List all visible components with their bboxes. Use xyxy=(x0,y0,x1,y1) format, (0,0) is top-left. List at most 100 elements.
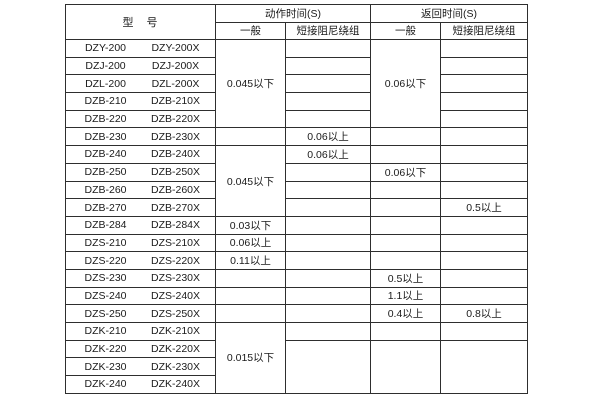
table-row: DZS-240 DZS-240X 1.1以上 xyxy=(65,286,528,306)
column-header-action-general: 一般 xyxy=(215,21,286,40)
return-time-general-cell xyxy=(370,339,441,394)
action-time-damped-cell xyxy=(285,233,371,253)
action-time-general-cell: 0.015以下 xyxy=(215,322,286,394)
model-number: DZK-240X xyxy=(150,378,201,391)
return-time-damped-cell xyxy=(440,251,528,270)
model-number: DZS-220 xyxy=(84,254,127,267)
model-number: DZS-230 xyxy=(84,272,127,285)
return-time-damped-cell xyxy=(440,145,528,164)
model-cell: DZK-210 DZK-210X xyxy=(65,322,216,341)
table-row: DZJ-200 DZJ-200X xyxy=(65,56,528,76)
action-time-damped-cell xyxy=(285,74,371,94)
table-row: DZK-210 DZK-210X 0.015以下 xyxy=(65,322,528,394)
model-number: DZB-250 xyxy=(84,166,127,179)
return-time-damped-cell xyxy=(440,322,528,341)
model-cell: DZK-230 DZK-230X xyxy=(65,357,216,377)
action-time-damped-cell xyxy=(285,56,371,76)
model-number: DZK-240 xyxy=(84,378,127,391)
model-number: DZY-200 xyxy=(84,42,127,55)
model-number: DZK-220 xyxy=(84,343,127,356)
action-time-damped-cell xyxy=(285,322,371,341)
return-time-general-cell xyxy=(370,198,441,217)
return-time-general-cell: 0.4以上 xyxy=(370,304,441,323)
table-row: DZY-200 DZY-200X 0.045以下 0.06以下 xyxy=(65,38,528,129)
return-time-general-cell xyxy=(370,233,441,253)
return-time-damped-cell xyxy=(440,109,528,129)
action-time-damped-cell xyxy=(285,339,371,394)
model-number: DZB-220 xyxy=(84,113,127,126)
model-number: DZK-210 xyxy=(84,325,127,338)
model-cell: DZY-200 DZY-200X xyxy=(65,39,216,58)
return-time-general-cell xyxy=(370,251,441,270)
return-time-damped-cell xyxy=(440,215,528,235)
table-row: DZL-200 DZL-200X xyxy=(65,74,528,94)
action-time-general-cell xyxy=(215,127,286,147)
model-number: DZS-250X xyxy=(150,307,201,320)
model-number: DZB-230 xyxy=(84,130,127,143)
model-cell: DZS-240 DZS-240X xyxy=(65,286,216,306)
action-time-general-cell: 0.045以下 xyxy=(215,145,286,217)
action-time-damped-cell xyxy=(285,304,371,323)
return-time-damped-cell xyxy=(440,286,528,306)
model-number: DZS-220X xyxy=(150,254,201,267)
model-number: DZB-260X xyxy=(150,183,201,196)
action-time-damped-cell xyxy=(285,286,371,306)
table-row: DZB-284 DZB-284X 0.03以下 xyxy=(65,215,528,235)
table-body: DZY-200 DZY-200X 0.045以下 0.06以下 DZJ-200 DZJ-2… xyxy=(65,38,528,394)
model-cell: DZB-240 DZB-240X xyxy=(65,145,216,164)
column-header-return-general: 一般 xyxy=(370,21,441,40)
model-number: DZS-240X xyxy=(150,289,201,302)
model-number: DZK-230 xyxy=(84,360,127,373)
return-time-damped-cell xyxy=(440,74,528,94)
table-row: DZB-230 DZB-230X 0.06以上 xyxy=(65,127,528,147)
column-header-action-time: 动作时间(S) xyxy=(215,4,371,23)
model-number: DZJ-200 xyxy=(85,60,126,73)
model-cell: DZS-220 DZS-220X xyxy=(65,251,216,270)
action-time-general-cell xyxy=(215,268,286,288)
action-time-damped-cell xyxy=(285,198,371,217)
return-time-general-cell xyxy=(370,180,441,200)
return-time-general-cell: 0.5以上 xyxy=(370,268,441,288)
action-time-damped-cell xyxy=(285,268,371,288)
action-time-damped-cell xyxy=(285,162,371,182)
action-time-damped-cell: 0.06以上 xyxy=(285,145,371,164)
model-cell: DZS-210 DZS-210X xyxy=(65,233,216,253)
model-cell: DZL-200 DZL-200X xyxy=(65,74,216,94)
table-row: DZK-220 DZK-220X xyxy=(65,339,528,394)
model-number: DZB-230X xyxy=(150,130,201,143)
return-time-damped-cell xyxy=(440,233,528,253)
action-time-general-cell: 0.03以下 xyxy=(215,215,286,235)
return-time-damped-cell xyxy=(440,56,528,76)
action-time-general-cell: 0.11以上 xyxy=(215,251,286,270)
return-time-general-cell xyxy=(370,145,441,164)
model-number: DZK-230X xyxy=(150,360,201,373)
model-number: DZY-200X xyxy=(151,42,200,55)
table-row: DZS-230 DZS-230X 0.5以上 xyxy=(65,268,528,288)
return-time-damped-cell: 0.8以上 xyxy=(440,304,528,323)
model-cell: DZK-220 DZK-220X xyxy=(65,339,216,359)
return-time-general-cell: 1.1以上 xyxy=(370,286,441,306)
model-number: DZB-260 xyxy=(84,183,127,196)
return-time-general-cell xyxy=(370,322,441,341)
column-header-return-time: 返回时间(S) xyxy=(370,4,528,23)
model-number: DZK-220X xyxy=(150,343,201,356)
return-time-general-cell: 0.06以下 xyxy=(370,162,441,182)
model-number: DZB-250X xyxy=(150,166,201,179)
action-time-general-cell: 0.06以上 xyxy=(215,233,286,253)
table-row: DZB-210 DZB-210X xyxy=(65,92,528,111)
action-time-damped-cell xyxy=(285,92,371,111)
action-time-general-cell: 0.045以下 xyxy=(215,38,286,129)
model-cell: DZJ-200 DZJ-200X xyxy=(65,56,216,76)
table-row: DZB-250 DZB-250X 0.06以下 xyxy=(65,162,528,182)
model-number: DZS-230X xyxy=(150,272,201,285)
table-row: DZB-240 DZB-240X 0.045以下 0.06以上 xyxy=(65,145,528,217)
model-number: DZB-240 xyxy=(84,148,127,161)
action-time-damped-cell xyxy=(285,251,371,270)
action-time-general-cell xyxy=(215,286,286,306)
column-header-action-damped-winding: 短接阻尼绕组 xyxy=(285,21,371,40)
model-number: DZS-210X xyxy=(150,236,201,249)
relay-timing-spec-table: 型 号 动作时间(S) 返回时间(S) 一般 短接阻尼绕组 一般 短接阻尼绕组 … xyxy=(65,4,528,394)
model-number: DZL-200 xyxy=(85,77,126,90)
model-cell: DZS-230 DZS-230X xyxy=(65,268,216,288)
